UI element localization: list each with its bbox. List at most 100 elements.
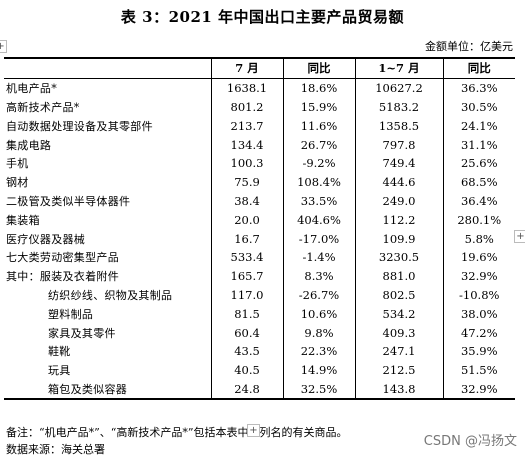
watermark: CSDN @冯扬文 bbox=[423, 434, 517, 449]
july-yoy-cell: 108.4% bbox=[282, 172, 356, 192]
july-yoy-cell: -9.2% bbox=[282, 153, 356, 173]
july-yoy-cell: 404.6% bbox=[282, 210, 356, 230]
table-row: 机电产品* 1638.1 18.6% 10627.2 36.3% bbox=[4, 78, 515, 98]
jan-jul-value-cell: 212.5 bbox=[354, 360, 444, 380]
july-value-cell: 213.7 bbox=[210, 116, 284, 136]
july-value-cell: 533.4 bbox=[210, 247, 284, 267]
jan-jul-yoy-cell: 32.9% bbox=[442, 379, 515, 401]
table-row: 鞋靴 43.5 22.3% 247.1 35.9% bbox=[4, 341, 515, 361]
jan-jul-yoy-cell: 5.8% bbox=[442, 229, 515, 248]
july-yoy-cell: 8.3% bbox=[282, 266, 356, 286]
july-value-cell: 81.5 bbox=[210, 304, 284, 324]
header-jan-jul: 1~7 月 bbox=[354, 56, 444, 79]
table-row: 塑料制品 81.5 10.6% 534.2 38.0% bbox=[4, 304, 515, 324]
july-value-cell: 20.0 bbox=[210, 210, 284, 230]
table-row: 二极管及类似半导体器件 38.4 33.5% 249.0 36.4% bbox=[4, 191, 515, 211]
jan-jul-yoy-cell: 47.2% bbox=[442, 323, 515, 342]
table-row: 纺织纱线、织物及其制品 117.0 -26.7% 802.5 -10.8% bbox=[4, 285, 515, 305]
jan-jul-yoy-cell: 36.4% bbox=[442, 191, 515, 211]
jan-jul-value-cell: 534.2 bbox=[354, 304, 444, 324]
header-july: 7 月 bbox=[210, 56, 284, 79]
table-row: 家具及其零件 60.4 9.8% 409.3 47.2% bbox=[4, 323, 515, 342]
jan-jul-value-cell: 5183.2 bbox=[354, 97, 444, 117]
july-yoy-cell: 32.5% bbox=[282, 379, 356, 401]
product-name-cell: 纺织纱线、织物及其制品 bbox=[4, 285, 212, 305]
table-row: 钢材 75.9 108.4% 444.6 68.5% bbox=[4, 172, 515, 192]
product-name-cell: 集成电路 bbox=[4, 135, 212, 154]
july-value-cell: 75.9 bbox=[210, 172, 284, 192]
july-value-cell: 24.8 bbox=[210, 379, 284, 401]
product-name-cell: 二极管及类似半导体器件 bbox=[4, 191, 212, 211]
july-yoy-cell: -26.7% bbox=[282, 285, 356, 305]
jan-jul-value-cell: 143.8 bbox=[354, 379, 444, 401]
product-name-cell: 家具及其零件 bbox=[4, 323, 212, 342]
product-name-cell: 医疗仪器及器械 bbox=[4, 229, 212, 248]
product-name-cell: 鞋靴 bbox=[4, 341, 212, 361]
jan-jul-yoy-cell: 32.9% bbox=[442, 266, 515, 286]
product-name-cell: 其中：服装及衣着附件 bbox=[4, 266, 212, 286]
product-name-cell: 七大类劳动密集型产品 bbox=[4, 247, 212, 267]
table-row: 手机 100.3 -9.2% 749.4 25.6% bbox=[4, 153, 515, 173]
add-row-icon[interactable]: + bbox=[247, 424, 260, 437]
header-product bbox=[4, 56, 212, 79]
july-yoy-cell: 26.7% bbox=[282, 135, 356, 154]
jan-jul-yoy-cell: -10.8% bbox=[442, 285, 515, 305]
july-yoy-cell: 22.3% bbox=[282, 341, 356, 361]
product-name-cell: 钢材 bbox=[4, 172, 212, 192]
jan-jul-yoy-cell: 51.5% bbox=[442, 360, 515, 380]
unit-label: 金额单位：亿美元 bbox=[425, 40, 513, 53]
jan-jul-value-cell: 249.0 bbox=[354, 191, 444, 211]
footnote: 备注：“机电产品*”、“高新技术产品*”包括本表中已列名的有关商品。 bbox=[6, 426, 348, 439]
data-source: 数据来源：海关总署 bbox=[6, 443, 105, 456]
july-yoy-cell: 11.6% bbox=[282, 116, 356, 136]
jan-jul-value-cell: 10627.2 bbox=[354, 78, 444, 98]
product-name-cell: 塑料制品 bbox=[4, 304, 212, 324]
july-value-cell: 43.5 bbox=[210, 341, 284, 361]
product-name-cell: 自动数据处理设备及其零部件 bbox=[4, 116, 212, 136]
july-value-cell: 40.5 bbox=[210, 360, 284, 380]
july-value-cell: 60.4 bbox=[210, 323, 284, 342]
table-title: 表 3：2021 年中国出口主要产品贸易额 bbox=[120, 8, 405, 26]
july-value-cell: 1638.1 bbox=[210, 78, 284, 98]
july-value-cell: 801.2 bbox=[210, 97, 284, 117]
product-name-cell: 高新技术产品* bbox=[4, 97, 212, 117]
jan-jul-value-cell: 109.9 bbox=[354, 229, 444, 248]
july-value-cell: 38.4 bbox=[210, 191, 284, 211]
product-name-cell: 箱包及类似容器 bbox=[4, 379, 212, 401]
add-column-icon[interactable]: + bbox=[514, 230, 525, 243]
july-yoy-cell: 14.9% bbox=[282, 360, 356, 380]
jan-jul-yoy-cell: 30.5% bbox=[442, 97, 515, 117]
product-name-cell: 集装箱 bbox=[4, 210, 212, 230]
july-yoy-cell: -17.0% bbox=[282, 229, 356, 248]
july-value-cell: 117.0 bbox=[210, 285, 284, 305]
jan-jul-yoy-cell: 35.9% bbox=[442, 341, 515, 361]
jan-jul-value-cell: 409.3 bbox=[354, 323, 444, 342]
table-row: 箱包及类似容器 24.8 32.5% 143.8 32.9% bbox=[4, 379, 515, 401]
jan-jul-value-cell: 797.8 bbox=[354, 135, 444, 154]
jan-jul-yoy-cell: 280.1% bbox=[442, 210, 515, 230]
product-name-cell: 玩具 bbox=[4, 360, 212, 380]
july-value-cell: 165.7 bbox=[210, 266, 284, 286]
july-yoy-cell: 9.8% bbox=[282, 323, 356, 342]
jan-jul-value-cell: 802.5 bbox=[354, 285, 444, 305]
product-name-cell: 手机 bbox=[4, 153, 212, 173]
july-yoy-cell: -1.4% bbox=[282, 247, 356, 267]
header-july-yoy: 同比 bbox=[282, 56, 356, 79]
jan-jul-value-cell: 749.4 bbox=[354, 153, 444, 173]
table-header-row: 7 月 同比 1~7 月 同比 bbox=[4, 56, 515, 79]
jan-jul-value-cell: 881.0 bbox=[354, 266, 444, 286]
jan-jul-yoy-cell: 24.1% bbox=[442, 116, 515, 136]
jan-jul-yoy-cell: 68.5% bbox=[442, 172, 515, 192]
jan-jul-yoy-cell: 31.1% bbox=[442, 135, 515, 154]
july-yoy-cell: 33.5% bbox=[282, 191, 356, 211]
table-row: 医疗仪器及器械 16.7 -17.0% 109.9 5.8% bbox=[4, 229, 515, 248]
jan-jul-yoy-cell: 38.0% bbox=[442, 304, 515, 324]
jan-jul-yoy-cell: 36.3% bbox=[442, 78, 515, 98]
july-value-cell: 16.7 bbox=[210, 229, 284, 248]
table-row: 玩具 40.5 14.9% 212.5 51.5% bbox=[4, 360, 515, 380]
add-handle-icon[interactable]: + bbox=[0, 40, 7, 53]
table-row: 自动数据处理设备及其零部件 213.7 11.6% 1358.5 24.1% bbox=[4, 116, 515, 136]
table-row: 高新技术产品* 801.2 15.9% 5183.2 30.5% bbox=[4, 97, 515, 117]
july-yoy-cell: 15.9% bbox=[282, 97, 356, 117]
jan-jul-value-cell: 247.1 bbox=[354, 341, 444, 361]
